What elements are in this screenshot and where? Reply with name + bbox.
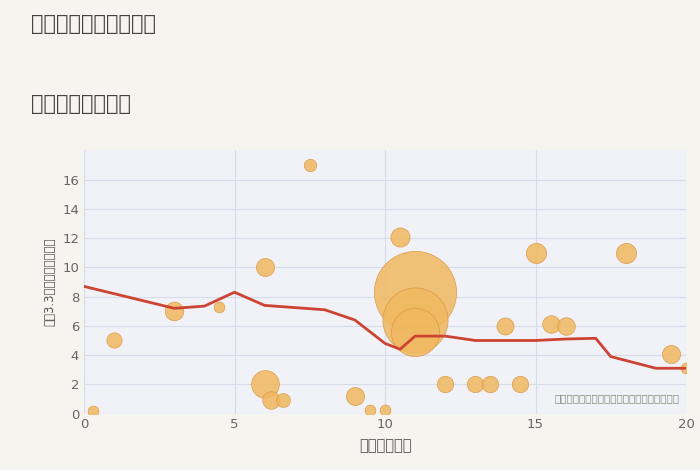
Point <box>440 381 451 388</box>
Point <box>410 328 421 336</box>
Point <box>259 381 270 388</box>
Point <box>169 307 180 315</box>
X-axis label: 駅距離（分）: 駅距離（分） <box>358 439 412 454</box>
Point <box>545 321 556 328</box>
Point <box>560 322 571 329</box>
Point <box>515 381 526 388</box>
Point <box>349 392 360 400</box>
Text: 駅距離別土地価格: 駅距離別土地価格 <box>32 94 132 114</box>
Point <box>108 337 120 344</box>
Point <box>620 249 631 257</box>
Point <box>364 406 375 414</box>
Point <box>680 365 692 372</box>
Text: 三重県伊賀市中友生の: 三重県伊賀市中友生の <box>32 14 157 34</box>
Point <box>665 350 676 357</box>
Point <box>410 316 421 324</box>
Point <box>88 407 99 415</box>
Point <box>484 381 496 388</box>
Point <box>259 264 270 271</box>
Point <box>470 381 481 388</box>
Point <box>500 322 511 329</box>
Point <box>379 406 391 414</box>
Point <box>395 233 406 241</box>
Point <box>530 249 541 257</box>
Point <box>304 161 315 169</box>
Point <box>277 397 288 404</box>
Point <box>214 303 225 311</box>
Y-axis label: 坪（3.3㎡）単価（万円）: 坪（3.3㎡）単価（万円） <box>43 238 57 326</box>
Point <box>265 397 276 404</box>
Point <box>410 289 421 296</box>
Text: 円の大きさは、取引のあった物件面積を示す: 円の大きさは、取引のあった物件面積を示す <box>555 393 680 403</box>
